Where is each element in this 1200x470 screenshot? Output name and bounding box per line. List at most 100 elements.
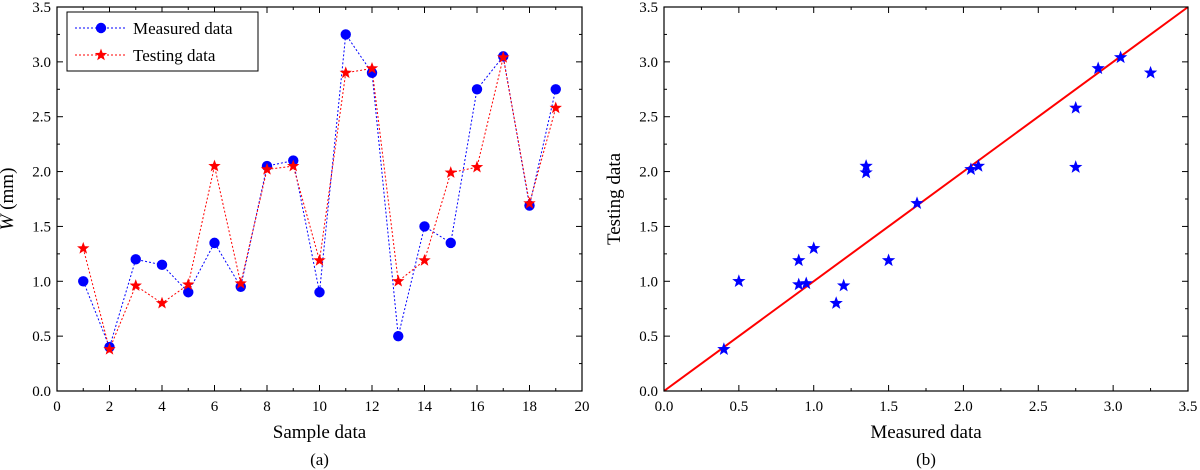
testing-data-point <box>313 253 326 266</box>
a-y-tick-label: 3.5 <box>32 0 51 16</box>
measured-data-point <box>419 221 430 232</box>
panel-a-data-layer <box>77 29 562 355</box>
testing-data-point <box>234 276 247 289</box>
scatter-point <box>732 274 746 287</box>
panel-b-data-layer <box>663 6 1189 392</box>
testing-data-point <box>182 278 195 290</box>
testing-data-point <box>392 274 405 287</box>
b-y-tick-label: 2.5 <box>639 110 658 126</box>
a-y-tick-label: 2.0 <box>32 165 51 181</box>
chart-panel-a: 0 2 4 6 8 10 12 14 16 18 20 0.0 0.5 1.0 1.5 2.0 2.5 3.0 3.… <box>0 0 590 469</box>
scatter-point <box>807 241 821 255</box>
panel-a-axes: 0 2 4 6 8 10 12 14 16 18 20 0.0 0.5 1.0 1.5 2.0 2.5 3.0 3.… <box>32 0 589 415</box>
b-y-tick-label: 2.0 <box>639 165 658 181</box>
scatter-point <box>829 296 843 309</box>
testing-data-point <box>444 166 457 178</box>
measured-data-point <box>183 287 194 298</box>
measured-data-point <box>340 29 351 40</box>
a-x-tick-label: 0 <box>53 399 61 415</box>
scatter-point <box>1069 100 1083 114</box>
testing-data-point <box>77 241 90 254</box>
a-x-tick-label: 2 <box>106 399 114 415</box>
panel-b-x-axis-label: Measured data <box>870 422 982 443</box>
scatter-point <box>1143 65 1158 79</box>
series-line-measured <box>82 33 557 349</box>
a-x-tick-label: 20 <box>575 399 590 415</box>
legend-label: Measured data <box>133 19 233 38</box>
measured-data-point <box>393 330 404 342</box>
legend-box <box>66 11 259 72</box>
scatter-point <box>792 277 806 291</box>
panel-b-caption: (b) <box>916 450 936 469</box>
a-x-tick-label: 18 <box>522 399 537 415</box>
measured-data-point <box>445 237 456 249</box>
measured-data-point <box>550 84 561 95</box>
measured-data-point <box>209 237 220 249</box>
b-x-tick-label: 2.0 <box>954 399 973 415</box>
measured-data-point <box>78 276 89 287</box>
testing-data-point <box>103 342 116 355</box>
testing-data-point <box>470 160 484 173</box>
testing-data-point <box>365 61 379 74</box>
panel-a-y-label-unit: (mm) <box>0 168 18 215</box>
b-x-tick-label: 0.5 <box>729 399 748 415</box>
testing-data-point <box>418 253 431 266</box>
a-y-tick-label: 3.0 <box>32 55 51 71</box>
scatter-point <box>1091 61 1105 75</box>
testing-data-point <box>523 196 536 209</box>
scatter-point <box>1069 160 1083 173</box>
scatter-point <box>881 253 896 267</box>
measured-data-point <box>130 254 141 265</box>
b-x-tick-label: 3.0 <box>1104 399 1123 415</box>
a-y-tick-label: 2.5 <box>32 110 51 126</box>
panel-a-x-axis-label: Sample data <box>273 422 367 443</box>
b-x-tick-label: 0.0 <box>655 399 674 415</box>
legend-label: Testing data <box>133 46 216 65</box>
legend-star-marker <box>94 48 108 61</box>
b-y-tick-label: 1.5 <box>639 219 658 235</box>
b-x-tick-label: 2.5 <box>1029 399 1048 415</box>
panel-a-y-axis-label: W (mm) <box>0 168 18 231</box>
b-y-tick-label: 0.0 <box>639 384 658 400</box>
panel-a-caption: (a) <box>310 450 329 469</box>
measured-data-point <box>156 259 168 271</box>
a-x-tick-label: 16 <box>470 399 486 415</box>
testing-data-point <box>129 279 142 291</box>
measured-data-point <box>314 287 325 298</box>
panel-b-y-axis-label: Testing data <box>604 152 625 245</box>
panel-a-legend: Measured data Testing data <box>66 11 259 72</box>
testing-data-point <box>208 159 221 172</box>
b-x-tick-label: 1.5 <box>879 399 898 415</box>
a-x-tick-label: 10 <box>312 399 327 415</box>
b-y-tick-label: 1.0 <box>639 274 658 290</box>
b-x-tick-label: 1.0 <box>804 399 823 415</box>
b-y-tick-label: 3.5 <box>639 0 658 16</box>
measured-data-point <box>471 84 483 95</box>
panel-b-axes: 0.0 0.5 1.0 1.5 2.0 2.5 3.0 3.5 0.0 0.5 1.0 1.5 2.0 2… <box>639 0 1197 415</box>
b-x-tick-label: 3.5 <box>1179 399 1198 415</box>
b-y-tick-label: 0.5 <box>639 329 658 345</box>
a-x-tick-label: 8 <box>263 399 271 415</box>
b-y-tick-label: 3.0 <box>639 55 658 71</box>
testing-data-point <box>260 162 274 175</box>
scatter-point <box>1113 50 1128 64</box>
scatter-point <box>859 165 873 179</box>
testing-data-point <box>287 159 300 172</box>
testing-data-point <box>549 101 562 114</box>
legend-circle-marker <box>95 22 107 34</box>
scatter-point <box>799 276 813 290</box>
testing-data-point <box>339 66 352 79</box>
scatter-point <box>971 159 986 172</box>
panel-a-y-label-symbol: W <box>0 212 18 230</box>
chart-panel-b: 0.0 0.5 1.0 1.5 2.0 2.5 3.0 3.5 0.0 0.5 1.0 1.5 2.0 2… <box>604 0 1197 469</box>
scatter-point <box>837 278 851 292</box>
a-y-tick-label: 0.5 <box>32 329 51 345</box>
scatter-point <box>859 159 873 172</box>
scatter-point <box>910 196 924 210</box>
a-x-tick-label: 12 <box>365 399 380 415</box>
testing-data-point <box>155 296 169 309</box>
a-y-tick-label: 1.5 <box>32 219 51 235</box>
scatter-point <box>964 162 978 176</box>
testing-data-point <box>497 50 510 63</box>
